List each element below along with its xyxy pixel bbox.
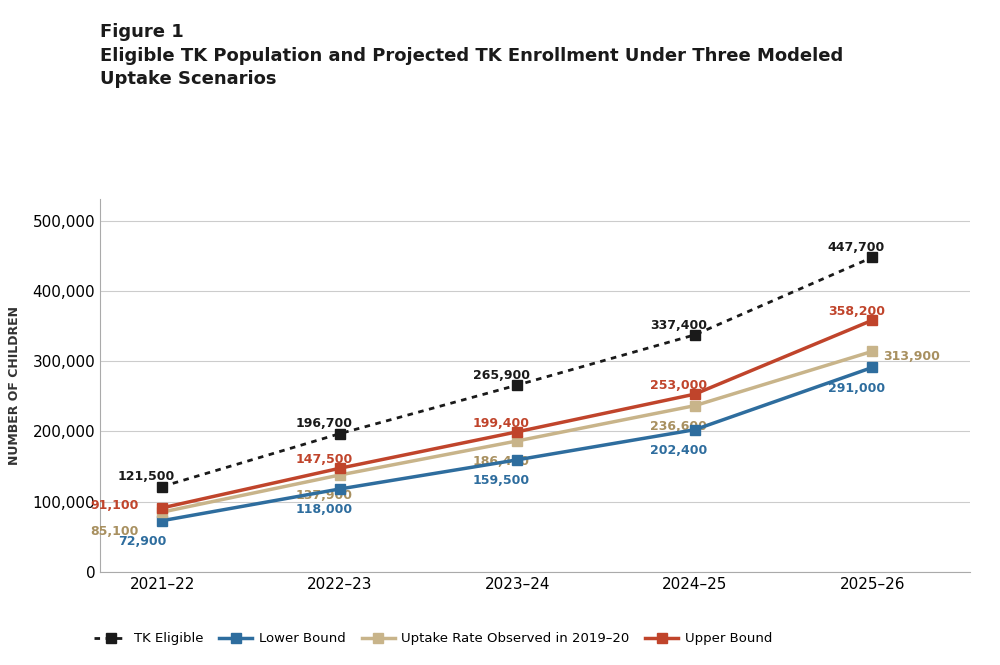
Y-axis label: NUMBER OF CHILDREN: NUMBER OF CHILDREN [8,306,21,466]
Text: 85,100: 85,100 [90,525,138,538]
Text: 337,400: 337,400 [650,319,707,332]
Text: 236,600: 236,600 [650,420,707,433]
Text: 199,400: 199,400 [473,417,530,430]
Text: 196,700: 196,700 [295,418,352,430]
Text: Uptake Scenarios: Uptake Scenarios [100,70,276,88]
Text: Figure 1: Figure 1 [100,23,184,41]
Text: 291,000: 291,000 [828,382,885,395]
Text: 72,900: 72,900 [118,535,166,548]
Text: 91,100: 91,100 [90,499,138,511]
Text: 253,000: 253,000 [650,379,707,392]
Text: 202,400: 202,400 [650,444,708,457]
Text: 147,500: 147,500 [295,454,352,466]
Text: 265,900: 265,900 [473,369,530,382]
Text: 447,700: 447,700 [828,241,885,254]
Text: 121,500: 121,500 [118,470,175,483]
Legend: TK Eligible, Lower Bound, Uptake Rate Observed in 2019–20, Upper Bound: TK Eligible, Lower Bound, Uptake Rate Ob… [89,627,777,650]
Text: 186,400: 186,400 [473,456,530,468]
Text: 118,000: 118,000 [295,503,352,516]
Text: Eligible TK Population and Projected TK Enrollment Under Three Modeled: Eligible TK Population and Projected TK … [100,47,843,65]
Text: 137,900: 137,900 [295,489,352,502]
Text: 159,500: 159,500 [473,474,530,487]
Text: 313,900: 313,900 [883,350,940,363]
Text: 358,200: 358,200 [828,305,885,319]
